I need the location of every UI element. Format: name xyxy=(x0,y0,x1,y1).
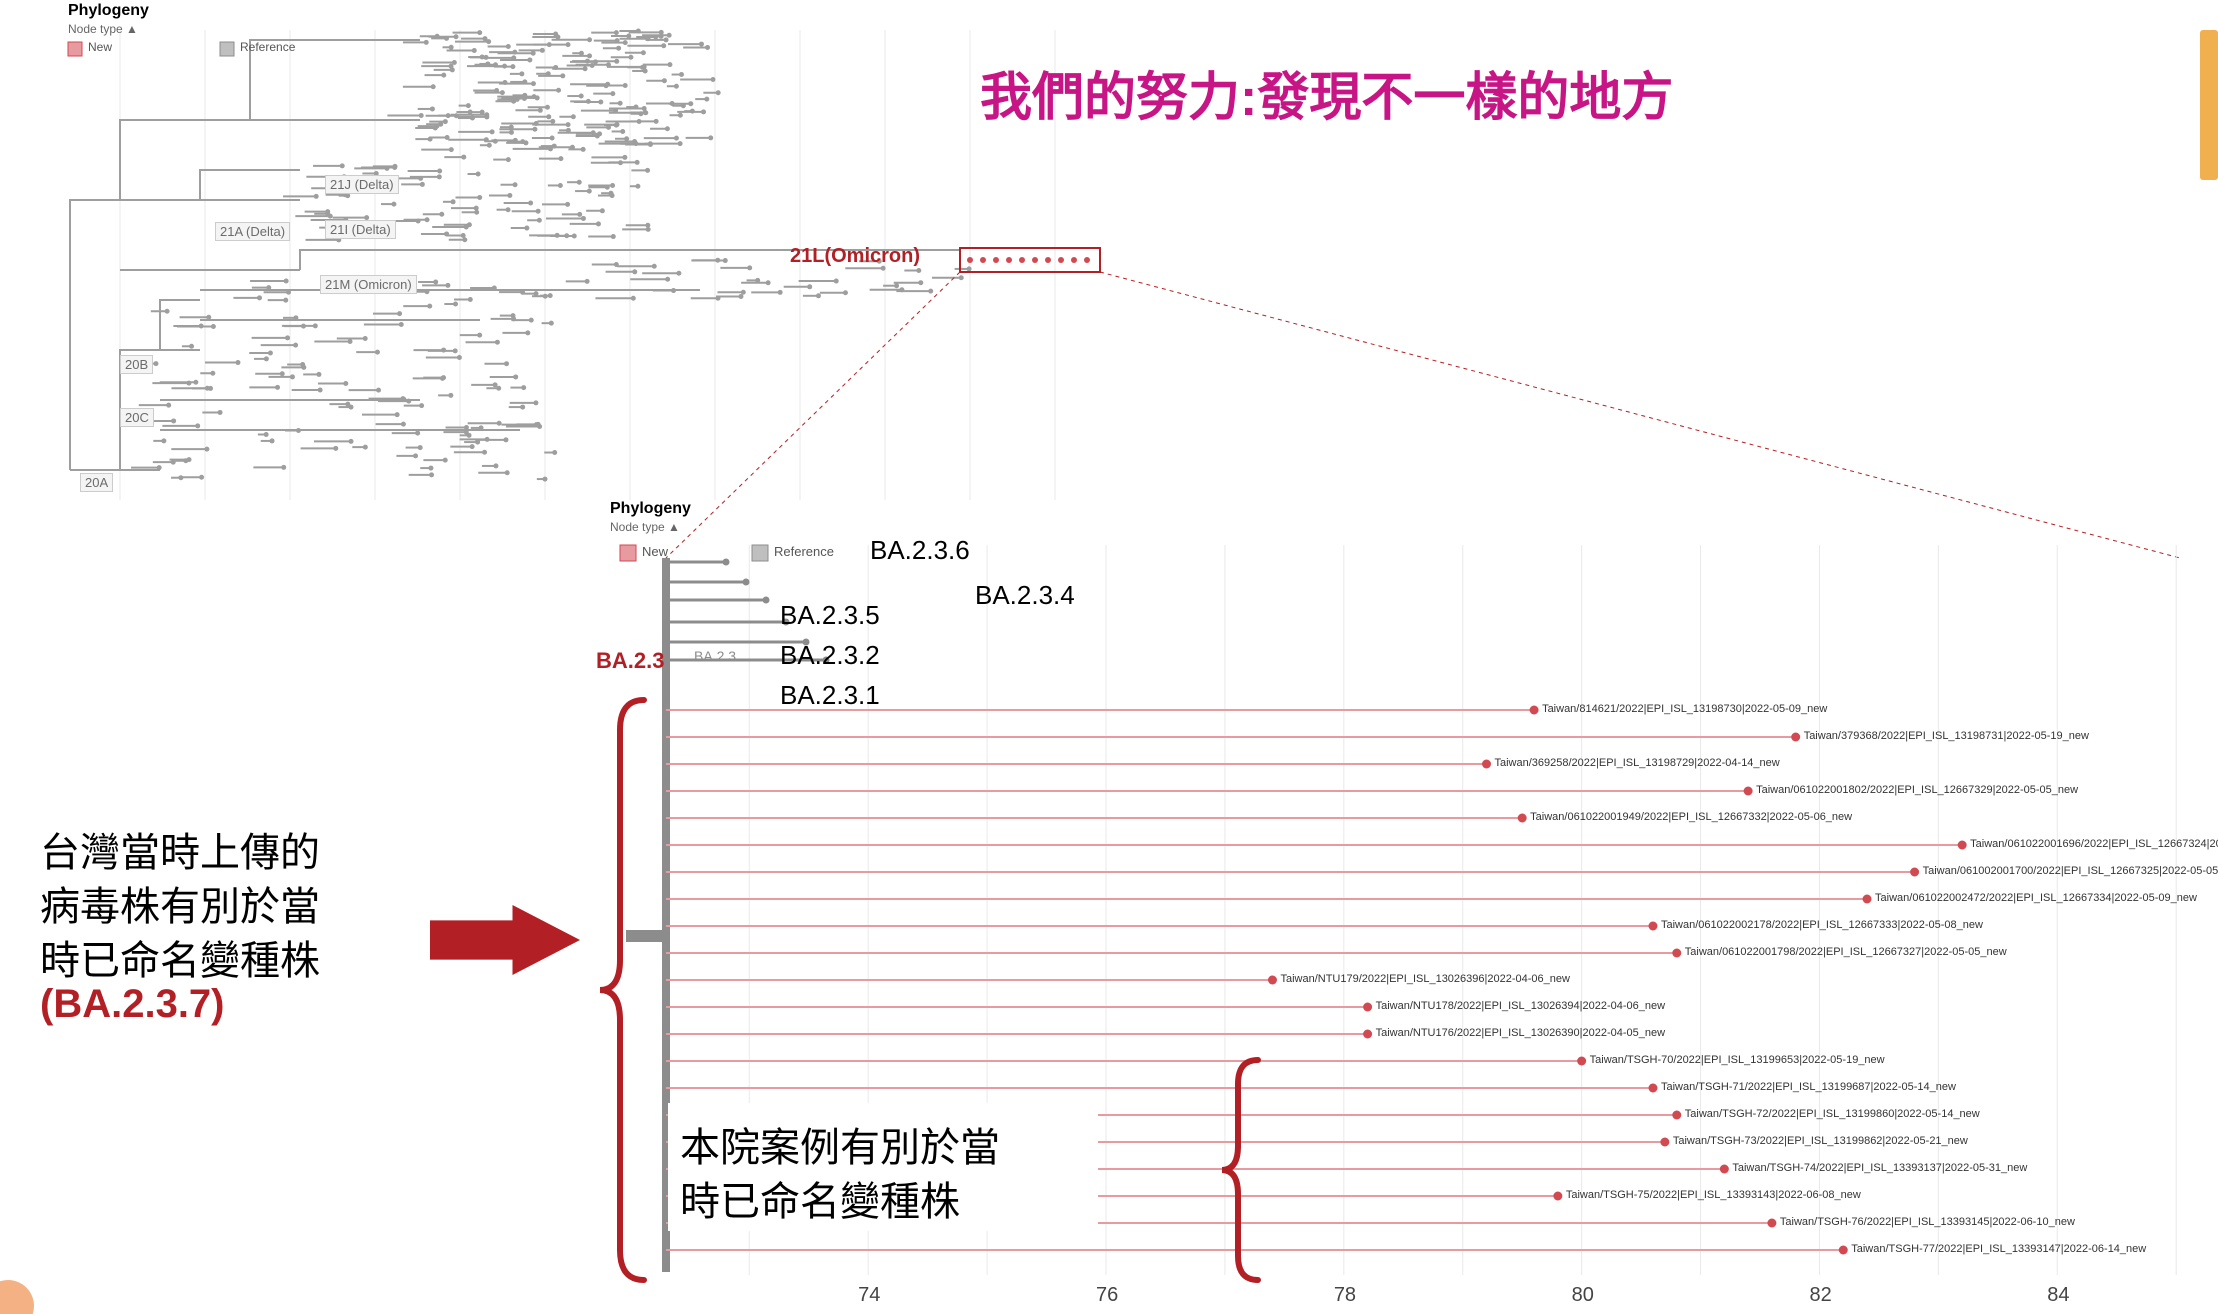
sublineage-label: BA.2.3.2 xyxy=(780,640,880,671)
sequence-label: Taiwan/TSGH-70/2022|EPI_ISL_13199653|202… xyxy=(1590,1054,1885,1066)
sublineage-label: BA.2.3.5 xyxy=(780,600,880,631)
top-clade-label: 21J (Delta) xyxy=(325,175,399,194)
bottom-phylogeny-header: Phylogeny xyxy=(610,500,691,518)
sublineage-label: BA.2.3.1 xyxy=(780,680,880,711)
sequence-label: Taiwan/061002001700/2022|EPI_ISL_1266732… xyxy=(1923,865,2218,877)
left-caption-line: 台灣當時上傳的 xyxy=(40,820,320,878)
sublineage-label: BA.2.3.4 xyxy=(975,580,1075,611)
left-caption-line: 時已命名變種株 xyxy=(40,928,320,986)
sequence-label: Taiwan/061022001949/2022|EPI_ISL_1266733… xyxy=(1530,811,1852,823)
top-clade-label: 20A xyxy=(80,473,113,492)
axis-tick: 76 xyxy=(1096,1284,1118,1307)
sequence-label: Taiwan/061022002178/2022|EPI_ISL_1266733… xyxy=(1661,919,1983,931)
left-caption-variant: (BA.2.3.7) xyxy=(40,982,225,1027)
axis-tick: 82 xyxy=(1809,1284,1831,1307)
axis-tick: 84 xyxy=(2047,1284,2069,1307)
root-label-grey: BA.2.3 xyxy=(694,648,736,664)
sequence-label: Taiwan/379368/2022|EPI_ISL_13198731|2022… xyxy=(1804,730,2089,742)
root-label-red: BA.2.3 xyxy=(596,648,664,674)
sequence-label: Taiwan/061022001696/2022|EPI_ISL_1266732… xyxy=(1970,838,2218,850)
bottom-legend-ref: Reference xyxy=(774,544,834,559)
sequence-label: Taiwan/TSGH-76/2022|EPI_ISL_13393145|202… xyxy=(1780,1216,2075,1228)
top-clade-label: 21A (Delta) xyxy=(215,222,290,241)
sequence-label: Taiwan/369258/2022|EPI_ISL_13198729|2022… xyxy=(1495,757,1780,769)
bottom-caption-line: 本院案例有別於當 xyxy=(680,1115,1000,1173)
sequence-label: Taiwan/TSGH-74/2022|EPI_ISL_13393137|202… xyxy=(1732,1162,2027,1174)
sequence-label: Taiwan/TSGH-77/2022|EPI_ISL_13393147|202… xyxy=(1851,1243,2146,1255)
sequence-label: Taiwan/TSGH-71/2022|EPI_ISL_13199687|202… xyxy=(1661,1081,1956,1093)
sequence-label: Taiwan/NTU179/2022|EPI_ISL_13026396|2022… xyxy=(1280,973,1569,985)
top-clade-label: 21I (Delta) xyxy=(325,220,396,239)
top-phylogeny-sub: Node type ▲ xyxy=(68,22,138,36)
top-legend-ref: Reference xyxy=(240,40,295,54)
top-clade-label: 20C xyxy=(120,408,154,427)
top-clade-label: 20B xyxy=(120,355,153,374)
axis-tick: 74 xyxy=(858,1284,880,1307)
main-title: 我們的努力:發現不一樣的地方 xyxy=(980,55,1673,130)
sublineage-label: BA.2.3.6 xyxy=(870,535,970,566)
omicron-label: 21L(Omicron) xyxy=(790,245,920,268)
sequence-label: Taiwan/NTU178/2022|EPI_ISL_13026394|2022… xyxy=(1376,1000,1665,1012)
top-phylogeny-header: Phylogeny xyxy=(68,2,149,20)
sequence-label: Taiwan/TSGH-73/2022|EPI_ISL_13199862|202… xyxy=(1673,1135,1968,1147)
axis-tick: 80 xyxy=(1572,1284,1594,1307)
axis-tick: 78 xyxy=(1334,1284,1356,1307)
sequence-label: Taiwan/TSGH-72/2022|EPI_ISL_13199860|202… xyxy=(1685,1108,1980,1120)
sequence-label: Taiwan/061022001798/2022|EPI_ISL_1266732… xyxy=(1685,946,2007,958)
left-caption-line: 病毒株有別於當 xyxy=(40,874,320,932)
bottom-legend-new: New xyxy=(642,544,668,559)
sequence-label: Taiwan/NTU176/2022|EPI_ISL_13026390|2022… xyxy=(1376,1027,1665,1039)
top-clade-label: 21M (Omicron) xyxy=(320,275,417,294)
sequence-label: Taiwan/061022001802/2022|EPI_ISL_1266732… xyxy=(1756,784,2078,796)
bottom-phylogeny-sub: Node type ▲ xyxy=(610,520,680,534)
top-legend-new: New xyxy=(88,40,112,54)
sequence-label: Taiwan/TSGH-75/2022|EPI_ISL_13393143|202… xyxy=(1566,1189,1861,1201)
bottom-caption-line: 時已命名變種株 xyxy=(680,1169,960,1227)
sequence-label: Taiwan/814621/2022|EPI_ISL_13198730|2022… xyxy=(1542,703,1827,715)
sequence-label: Taiwan/061022002472/2022|EPI_ISL_1266733… xyxy=(1875,892,2197,904)
